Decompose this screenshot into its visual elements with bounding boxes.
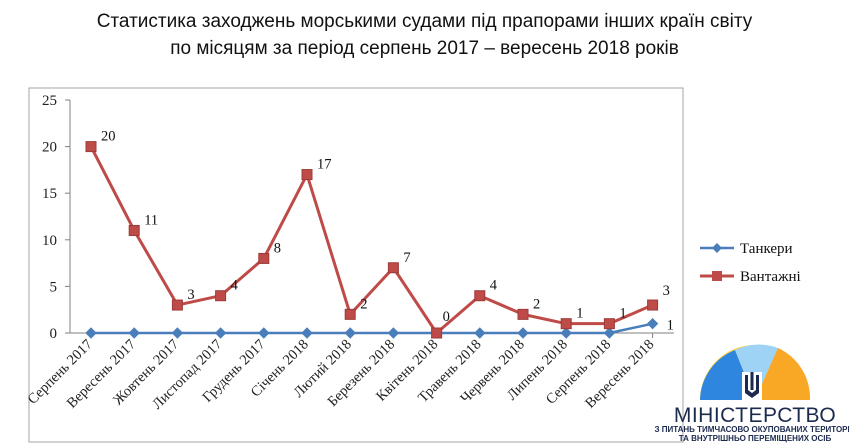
tanker-point	[387, 327, 400, 339]
y-tick-label: 5	[50, 279, 58, 295]
legend: Танкери Вантажні	[700, 241, 801, 285]
ministry-logo: МІНІСТЕРСТВО З ПИТАНЬ ТИМЧАСОВО ОКУПОВАН…	[655, 344, 849, 443]
cargo-point	[344, 308, 356, 320]
tanker-point	[560, 327, 572, 339]
tanker-point	[85, 327, 97, 339]
legend-label-tankers: Танкери	[740, 241, 793, 257]
y-axis-ticks: 0 5 10 15 20 25	[42, 93, 70, 342]
tanker-point	[214, 327, 227, 339]
y-tick-label: 15	[42, 186, 57, 202]
y-tick-label: 10	[42, 233, 57, 249]
data-label: 20	[101, 129, 116, 145]
y-tick-label: 20	[42, 140, 57, 156]
logo-arc-blue	[700, 350, 755, 400]
legend-label-cargo: Вантажні	[740, 269, 801, 285]
data-label: 4	[490, 278, 498, 294]
tanker-point	[646, 317, 659, 330]
cargo-point	[560, 318, 572, 330]
data-label: 1	[667, 318, 674, 334]
y-tick-label: 25	[42, 93, 57, 109]
tanker-point	[603, 327, 616, 339]
chart-title: Статистика заходжень морськими судами пі…	[0, 8, 849, 62]
trident-icon	[745, 372, 759, 398]
cargo-point	[431, 327, 443, 339]
tanker-point	[258, 327, 270, 339]
cargo-point	[258, 252, 270, 264]
data-label: 0	[443, 309, 450, 325]
logo-subtitle-2: ТА ВНУТРІШНЬО ПЕРЕМІЩЕНИХ ОСІБ	[679, 434, 832, 443]
cargo-point	[603, 318, 615, 330]
series	[85, 141, 659, 339]
data-label: 17	[317, 157, 332, 173]
chart-border	[28, 87, 684, 443]
logo-subtitle-1: З ПИТАНЬ ТИМЧАСОВО ОКУПОВАНИХ ТЕРИТОРІЙ	[655, 425, 849, 434]
chart-title-line1: Статистика заходжень морськими судами пі…	[96, 11, 753, 32]
data-label: 3	[663, 283, 670, 299]
cargo-point	[647, 299, 659, 311]
tanker-point	[301, 327, 313, 339]
cargo-point	[517, 308, 529, 320]
data-label: 4	[231, 278, 239, 294]
logo-arc-orange	[755, 348, 811, 400]
legend-marker-cargo	[712, 271, 722, 281]
tanker-point	[344, 327, 356, 339]
data-label: 2	[533, 296, 540, 312]
data-label: 7	[403, 250, 410, 266]
series-line-tankers	[91, 322, 653, 335]
tanker-point	[171, 327, 184, 339]
tanker-point	[474, 327, 486, 339]
cargo-point	[215, 290, 227, 302]
data-label: 11	[144, 212, 158, 228]
cargo-point	[301, 169, 313, 181]
cargo-point	[171, 299, 183, 311]
data-label: 8	[274, 240, 281, 256]
tanker-point	[128, 327, 140, 339]
axes	[69, 100, 674, 334]
series-line-cargo	[89, 145, 654, 335]
cargo-point	[474, 290, 486, 302]
data-label: 3	[187, 287, 194, 303]
cargo-point	[85, 141, 97, 153]
legend-marker-tankers	[712, 243, 722, 253]
y-tick-label: 0	[50, 326, 58, 342]
data-label: 1	[619, 306, 626, 322]
chart-title-line2: по місяцям за період серпень 2017 – вере…	[170, 38, 679, 59]
tanker-point	[517, 327, 529, 339]
logo-title: МІНІСТЕРСТВО	[674, 404, 836, 427]
cargo-point	[128, 224, 140, 236]
cargo-point	[387, 262, 399, 274]
data-label: 1	[576, 306, 583, 322]
data-label: 2	[360, 296, 367, 312]
